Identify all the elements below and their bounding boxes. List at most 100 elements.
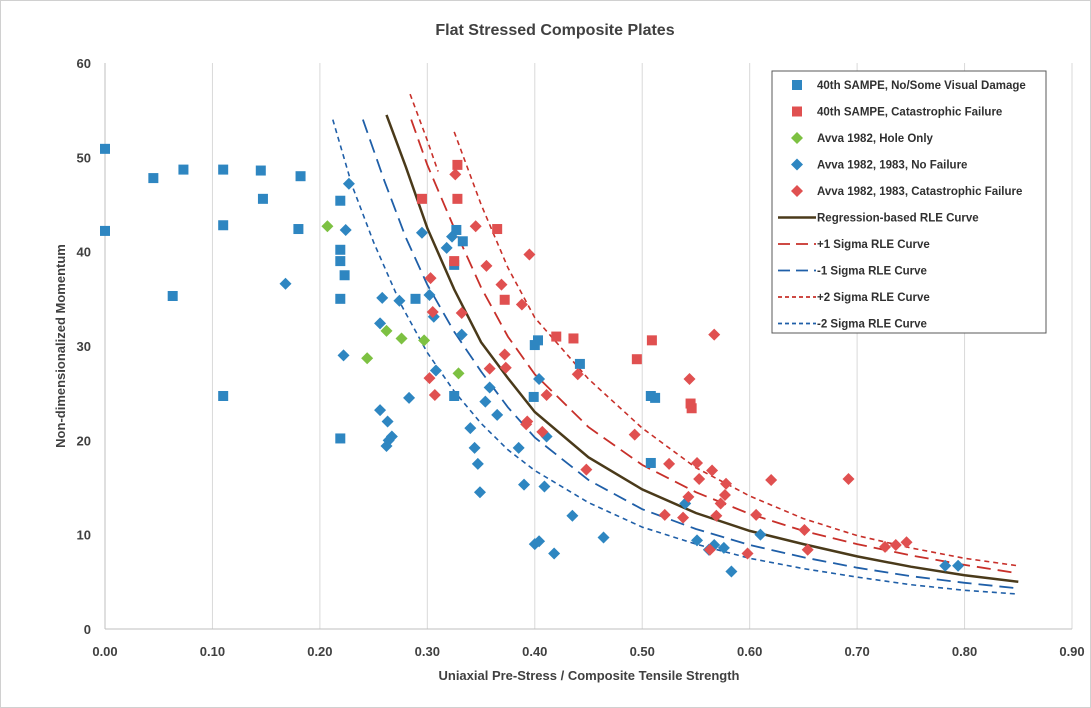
square-point xyxy=(457,236,468,247)
y-axis-title: Non-dimensionalized Momentum xyxy=(53,244,68,448)
rle-curve-line xyxy=(362,119,1019,590)
diamond-point xyxy=(706,464,719,477)
square-point xyxy=(568,333,579,344)
rle-curves xyxy=(332,93,1019,595)
square-point xyxy=(646,335,657,346)
diamond-point xyxy=(337,349,350,362)
diamond-point xyxy=(321,220,334,233)
diamond-point xyxy=(424,272,437,285)
y-tick-label: 20 xyxy=(77,433,91,448)
square-point xyxy=(335,195,346,206)
square-point xyxy=(167,291,178,302)
square-point xyxy=(293,224,304,235)
legend-label: -1 Sigma RLE Curve xyxy=(817,266,927,278)
legend-marker xyxy=(791,158,803,171)
diamond-point xyxy=(342,177,355,190)
diamond-point xyxy=(403,391,416,404)
x-tick-label: 0.70 xyxy=(844,644,869,659)
diamond-point xyxy=(741,547,754,560)
diamond-point xyxy=(720,477,733,490)
square-point xyxy=(645,457,656,468)
diamond-point xyxy=(682,490,695,503)
diamond-point xyxy=(455,306,468,319)
square-point xyxy=(255,165,266,176)
diamond-point xyxy=(471,457,484,470)
x-axis-title: Uniaxial Pre-Stress / Composite Tensile … xyxy=(438,668,739,683)
diamond-point xyxy=(426,306,439,319)
x-tick-label: 0.00 xyxy=(92,644,117,659)
diamond-point xyxy=(452,367,465,380)
diamond-point xyxy=(423,289,436,302)
x-tick-label: 0.40 xyxy=(522,644,547,659)
legend: 40th SAMPE, No/Some Visual Damage 40th SA… xyxy=(771,70,1047,334)
x-tick-label: 0.30 xyxy=(415,644,440,659)
legend-label: +2 Sigma RLE Curve xyxy=(817,292,930,304)
diamond-point xyxy=(395,332,408,345)
diamond-point xyxy=(708,328,721,341)
diamond-point xyxy=(479,395,492,408)
diamond-point xyxy=(515,298,528,311)
diamond-point xyxy=(473,486,486,499)
diamond-point xyxy=(429,364,442,377)
diamond-point xyxy=(710,509,723,522)
square-point xyxy=(148,173,159,184)
diamond-point xyxy=(879,540,892,553)
square-point xyxy=(451,224,462,235)
y-tick-label: 40 xyxy=(77,245,91,260)
diamond-point xyxy=(717,541,730,554)
square-point xyxy=(218,164,229,175)
square-point xyxy=(452,193,463,204)
diamond-point xyxy=(495,278,508,291)
x-tick-label: 0.60 xyxy=(737,644,762,659)
rle-curve-line xyxy=(385,114,1019,584)
data-points xyxy=(100,143,965,578)
x-tick-label: 0.90 xyxy=(1059,644,1084,659)
diamond-point xyxy=(725,565,738,578)
legend-label: Avva 1982, 1983, No Failure xyxy=(817,160,967,172)
square-point xyxy=(528,391,539,402)
diamond-point xyxy=(339,223,352,236)
diamond-point xyxy=(952,559,965,572)
diamond-point xyxy=(580,463,593,476)
square-point xyxy=(335,244,346,255)
rle-curve-line xyxy=(410,119,1019,575)
legend-label: Regression-based RLE Curve xyxy=(817,213,979,225)
legend-marker xyxy=(792,80,802,90)
diamond-point xyxy=(455,328,468,341)
square-point xyxy=(335,256,346,267)
axes: 0.00 0.10 0.20 0.30 0.40 0.50 0.60 0.70 0.80 0.90… xyxy=(77,56,1085,659)
diamond-point xyxy=(628,428,641,441)
square-point xyxy=(218,390,229,401)
diamond-point xyxy=(518,478,531,491)
square-point xyxy=(295,171,306,182)
legend-label: 40th SAMPE, No/Some Visual Damage xyxy=(817,80,1026,92)
y-tick-label: 50 xyxy=(77,150,91,165)
square-point xyxy=(449,256,460,267)
x-tick-label: 0.50 xyxy=(630,644,655,659)
diamond-point xyxy=(663,457,676,470)
diamond-point xyxy=(718,489,731,502)
diamond-point xyxy=(491,408,504,421)
square-point xyxy=(100,143,110,154)
diamond-point xyxy=(464,422,477,435)
y-tick-label: 30 xyxy=(77,339,91,354)
diamond-point xyxy=(374,317,387,330)
square-point xyxy=(492,224,503,235)
diamond-point xyxy=(533,535,546,548)
diamond-point xyxy=(677,511,690,524)
diamond-point xyxy=(765,473,778,486)
diamond-point xyxy=(683,373,696,386)
diamond-point xyxy=(658,508,671,521)
x-tick-label: 0.80 xyxy=(952,644,977,659)
square-point xyxy=(178,164,189,175)
square-point xyxy=(335,293,346,304)
diamond-point xyxy=(523,248,536,261)
legend-label: 40th SAMPE, Catastrophic Failure xyxy=(817,107,1002,119)
diamond-point xyxy=(469,220,482,233)
diamond-point xyxy=(498,348,511,361)
legend-label: Avva 1982, 1983, Catastrophic Failure xyxy=(817,186,1022,198)
diamond-point xyxy=(380,439,393,452)
diamond-point xyxy=(446,230,459,243)
